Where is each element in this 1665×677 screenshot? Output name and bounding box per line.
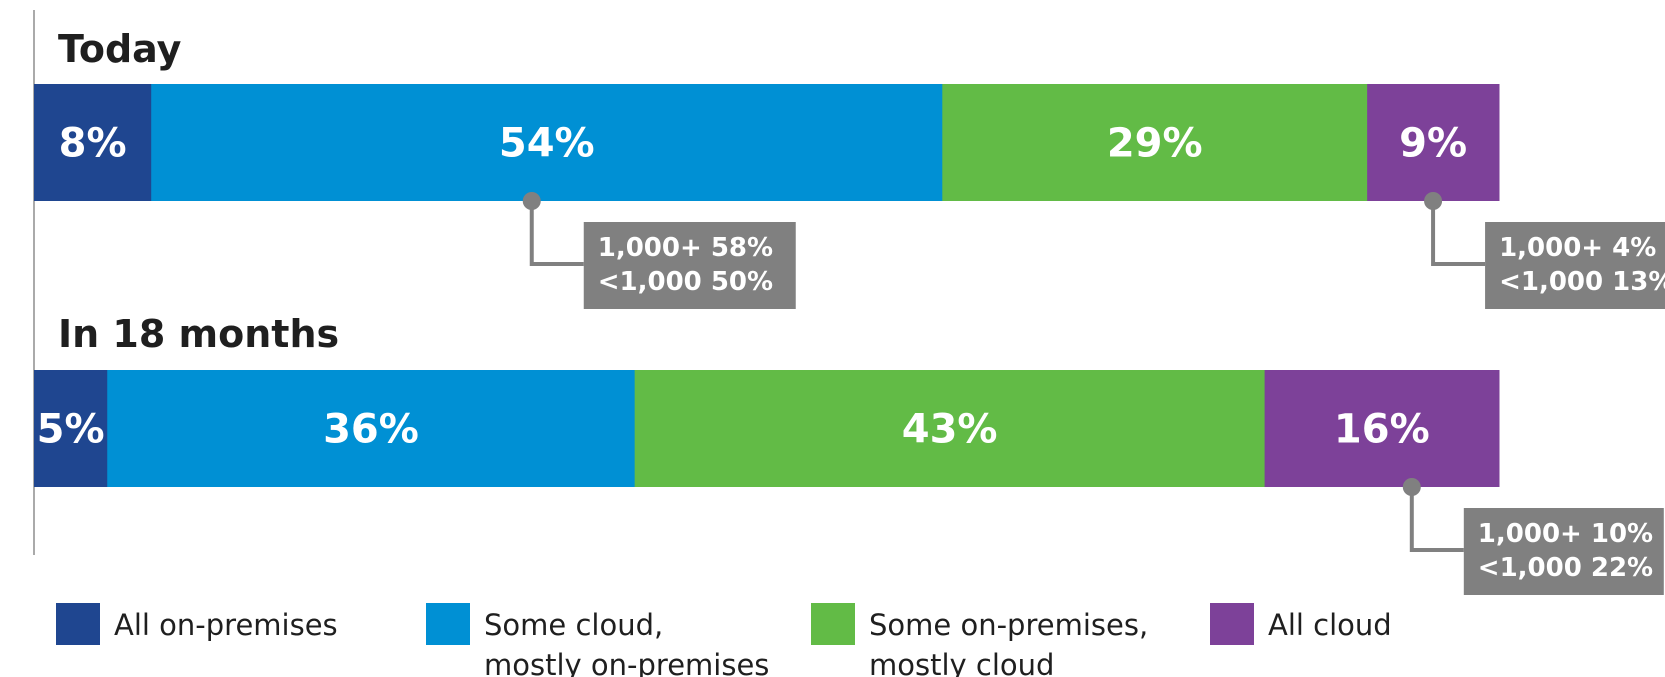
callout-text: <1,000 50% [598,267,773,297]
callout-dot [1402,478,1421,496]
callout-text: 1,000+ 10% [1478,519,1653,549]
callout-dot [522,192,541,210]
row-title: In 18 months [58,312,339,356]
bar-segment [1367,84,1500,201]
callout-box [1463,508,1664,595]
callout-leader [529,201,584,266]
bar-label: 43% [902,407,998,453]
legend-label: Some on-premises, [869,608,1148,642]
bar-label: 16% [1334,407,1430,453]
callout-text: <1,000 22% [1478,553,1653,583]
bar-segment [634,370,1266,487]
bar-segment [942,84,1368,201]
bar-segment [34,370,108,487]
legend-label: All on-premises [114,608,338,642]
callout-text: 1,000+ 58% [598,233,773,263]
legend-swatch [811,603,855,645]
bar-label: 5% [37,407,105,453]
bar-label: 8% [59,121,127,167]
bar-segment [151,84,943,201]
bar-label: 36% [323,407,419,453]
callout-box [583,222,796,309]
legend-swatch [426,603,470,645]
legend-swatch [56,603,100,645]
row-title: Today [58,27,182,71]
callout-text: <1,000 13% [1499,267,1665,297]
legend-swatch [1210,603,1254,645]
callout-dot [1424,192,1443,210]
callout-text: 1,000+ 4% [1499,233,1656,263]
bar-label: 29% [1107,121,1203,167]
callout-leader [1409,487,1464,552]
callout-leader [1431,201,1486,266]
bar-segment [34,84,152,201]
bar-segment [107,370,636,487]
bar-label: 9% [1399,121,1467,167]
legend-label: mostly cloud [869,648,1054,677]
callout-box [1485,222,1665,309]
legend-label: mostly on-premises [484,648,769,677]
legend-label: All cloud [1268,608,1392,642]
bar-segment [1264,370,1500,487]
bar-label: 54% [499,121,595,167]
legend-label: Some cloud, [484,608,663,642]
